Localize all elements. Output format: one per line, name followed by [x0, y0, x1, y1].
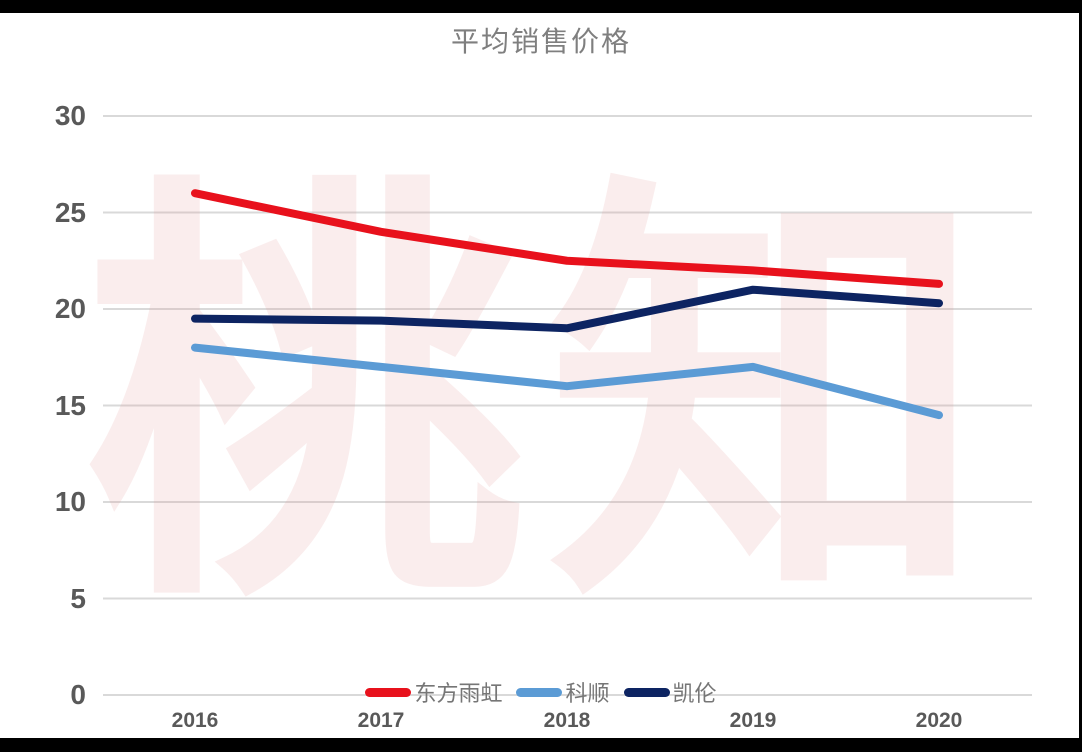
y-axis-tick-label-30: 30: [54, 100, 86, 131]
legend-line-marker-icon: [516, 687, 563, 697]
right-black-bar: [1079, 0, 1082, 752]
legend-series-label: 东方雨虹: [414, 682, 503, 707]
y-axis-tick-label-0: 0: [70, 679, 86, 710]
legend-line-marker-icon: [365, 687, 412, 697]
series-line-1: [191, 343, 943, 420]
series-line-2: [191, 285, 943, 333]
legend-line-marker-icon: [623, 687, 670, 697]
y-axis-tick-label-15: 15: [54, 389, 86, 421]
y-axis-tick-label-10: 10: [54, 486, 86, 517]
y-axis-tick-label-25: 25: [54, 196, 86, 228]
x-axis-tick-label-2020: 2020: [915, 709, 963, 732]
legend-item-dongfangyuhong: 东方雨虹: [365, 676, 502, 708]
y-axis-tick-label-20: 20: [54, 293, 86, 324]
top-black-bar: [0, 0, 1082, 13]
legend-item-kailun: 凯伦: [623, 676, 717, 708]
x-axis-tick-label-2018: 2018: [543, 709, 591, 732]
legend-item-keshun: 科顺: [516, 676, 610, 708]
x-axis-tick-label-2016: 2016: [171, 709, 219, 732]
y-axis-tick-label-5: 5: [70, 582, 86, 614]
chart-title: 平均销售价格: [450, 25, 631, 58]
series-line-0: [191, 189, 943, 288]
legend-series-label: 凯伦: [672, 682, 717, 707]
legend-series-label: 科顺: [565, 682, 610, 707]
legend: 东方雨虹 科顺 凯伦: [0, 676, 1082, 708]
x-axis-tick-label-2019: 2019: [729, 709, 777, 732]
x-axis-tick-label-2017: 2017: [357, 709, 405, 732]
bottom-black-bar: [0, 738, 1082, 752]
